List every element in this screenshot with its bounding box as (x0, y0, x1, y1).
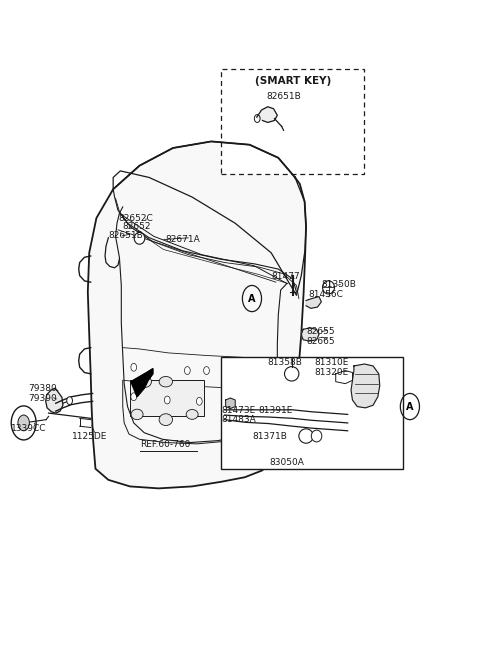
Circle shape (131, 363, 137, 371)
Text: 82655: 82655 (306, 327, 335, 336)
Text: 79380: 79380 (28, 384, 57, 393)
Text: 83050A: 83050A (270, 459, 304, 467)
Text: 81320E: 81320E (314, 368, 348, 377)
Text: 82652: 82652 (123, 222, 151, 231)
Circle shape (228, 400, 233, 407)
Ellipse shape (323, 281, 335, 294)
Circle shape (204, 367, 209, 375)
Circle shape (196, 398, 202, 405)
Ellipse shape (285, 367, 299, 381)
Text: REF.60-760: REF.60-760 (141, 440, 191, 449)
Polygon shape (46, 388, 63, 413)
Text: 81391E: 81391E (258, 406, 293, 415)
Circle shape (242, 370, 248, 378)
Text: 81350B: 81350B (322, 279, 356, 289)
Ellipse shape (137, 376, 152, 388)
Text: A: A (406, 401, 414, 411)
Text: 81483A: 81483A (222, 415, 257, 424)
Text: 81456C: 81456C (309, 290, 343, 299)
Ellipse shape (312, 430, 322, 442)
Circle shape (260, 371, 266, 379)
Ellipse shape (159, 414, 172, 426)
Text: 81371B: 81371B (252, 432, 287, 441)
Text: A: A (248, 293, 256, 304)
Circle shape (223, 369, 228, 377)
Circle shape (18, 415, 29, 431)
Text: 79390: 79390 (28, 394, 57, 403)
Polygon shape (257, 107, 277, 123)
Ellipse shape (299, 429, 313, 443)
Bar (130, 380, 204, 417)
Text: 1339CC: 1339CC (11, 424, 47, 433)
Polygon shape (131, 369, 153, 397)
Text: 81358B: 81358B (267, 358, 302, 367)
Polygon shape (301, 328, 319, 341)
Text: 82665: 82665 (306, 337, 335, 346)
Circle shape (11, 406, 36, 440)
Circle shape (184, 367, 190, 375)
Circle shape (67, 397, 72, 405)
Ellipse shape (134, 232, 145, 244)
Bar (221, 70, 364, 174)
Circle shape (164, 396, 170, 404)
Circle shape (131, 393, 137, 401)
Ellipse shape (131, 409, 143, 420)
Ellipse shape (159, 377, 172, 387)
Bar (221, 358, 403, 469)
Text: 81310E: 81310E (314, 358, 348, 367)
Text: 81477: 81477 (271, 272, 300, 281)
Polygon shape (351, 364, 380, 408)
Ellipse shape (186, 409, 198, 419)
Text: 81473E: 81473E (222, 406, 256, 415)
Text: 1125DE: 1125DE (72, 432, 107, 441)
Polygon shape (306, 297, 322, 308)
Text: 82652C: 82652C (118, 213, 153, 222)
Text: 82651B: 82651B (266, 92, 301, 101)
Polygon shape (88, 142, 306, 488)
Polygon shape (226, 398, 235, 409)
Text: (SMART KEY): (SMART KEY) (254, 75, 331, 85)
Text: 82651B: 82651B (108, 231, 143, 240)
Circle shape (256, 401, 262, 409)
Text: 82671A: 82671A (166, 235, 201, 244)
